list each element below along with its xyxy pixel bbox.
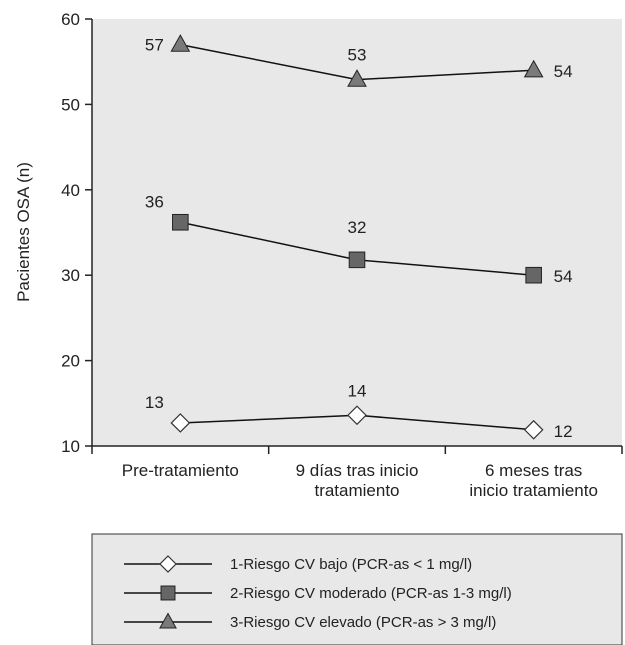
legend-box <box>91 533 623 645</box>
marker-triangle <box>523 59 544 78</box>
data-label: 57 <box>145 36 164 55</box>
axes: 10 20 30 40 50 60 Pre-tratamiento 9 días tras i… <box>61 10 623 500</box>
marker-square <box>172 213 189 231</box>
data-label: 53 <box>348 46 367 65</box>
series-group: 36 32 54 <box>145 192 573 286</box>
y-axis-label: Pacientes OSA (n) <box>14 162 33 302</box>
data-label: 36 <box>145 192 164 211</box>
y-tick-label: 50 <box>61 95 80 114</box>
marker-triangle <box>347 69 367 87</box>
x-tick-label: Pre-tratamiento <box>122 461 239 480</box>
marker-square <box>348 251 366 269</box>
marker-diamond <box>159 555 177 573</box>
data-label: 12 <box>554 422 573 441</box>
plot-area <box>92 19 622 446</box>
series-layer: 13 14 12 36 32 54 57 53 54 <box>145 34 573 441</box>
x-tick-label-line: inicio tratamiento <box>469 481 598 500</box>
y-tick-label: 30 <box>61 266 80 285</box>
legend: 1-Riesgo CV bajo (PCR-as < 1 mg/l) 2-Ries… <box>91 533 623 645</box>
y-tick-label: 40 <box>61 181 80 200</box>
marker-diamond <box>523 419 544 440</box>
marker-triangle <box>159 612 177 629</box>
data-label: 54 <box>554 267 573 286</box>
data-label: 54 <box>554 62 573 81</box>
series-group: 13 14 12 <box>145 381 573 441</box>
data-label: 14 <box>348 381 367 400</box>
x-tick-label-line: 9 días tras inicio <box>296 461 419 480</box>
marker-triangle <box>170 34 191 52</box>
legend-entry-label: 2-Riesgo CV moderado (PCR-as 1-3 mg/l) <box>230 585 512 602</box>
marker-square <box>525 266 542 284</box>
x-tick-label-line: tratamiento <box>314 481 399 500</box>
legend-entry-label: 3-Riesgo CV elevado (PCR-as > 3 mg/l) <box>230 614 496 631</box>
x-tick-label: 6 meses tras inicio tratamiento <box>469 461 598 500</box>
marker-square <box>160 585 176 601</box>
marker-diamond <box>347 405 367 426</box>
data-label: 32 <box>348 218 367 237</box>
data-label: 13 <box>145 393 164 412</box>
legend-entry-label: 1-Riesgo CV bajo (PCR-as < 1 mg/l) <box>230 556 472 573</box>
y-tick-label: 60 <box>61 10 80 29</box>
x-tick-label: 9 días tras inicio tratamiento <box>296 461 419 500</box>
series-group: 57 53 54 <box>145 34 573 87</box>
y-tick-label: 20 <box>61 352 80 371</box>
y-tick-label: 10 <box>61 437 80 456</box>
marker-diamond <box>170 413 191 433</box>
x-tick-label-line: 6 meses tras <box>485 461 582 480</box>
x-tick-label-line: Pre-tratamiento <box>122 461 239 480</box>
